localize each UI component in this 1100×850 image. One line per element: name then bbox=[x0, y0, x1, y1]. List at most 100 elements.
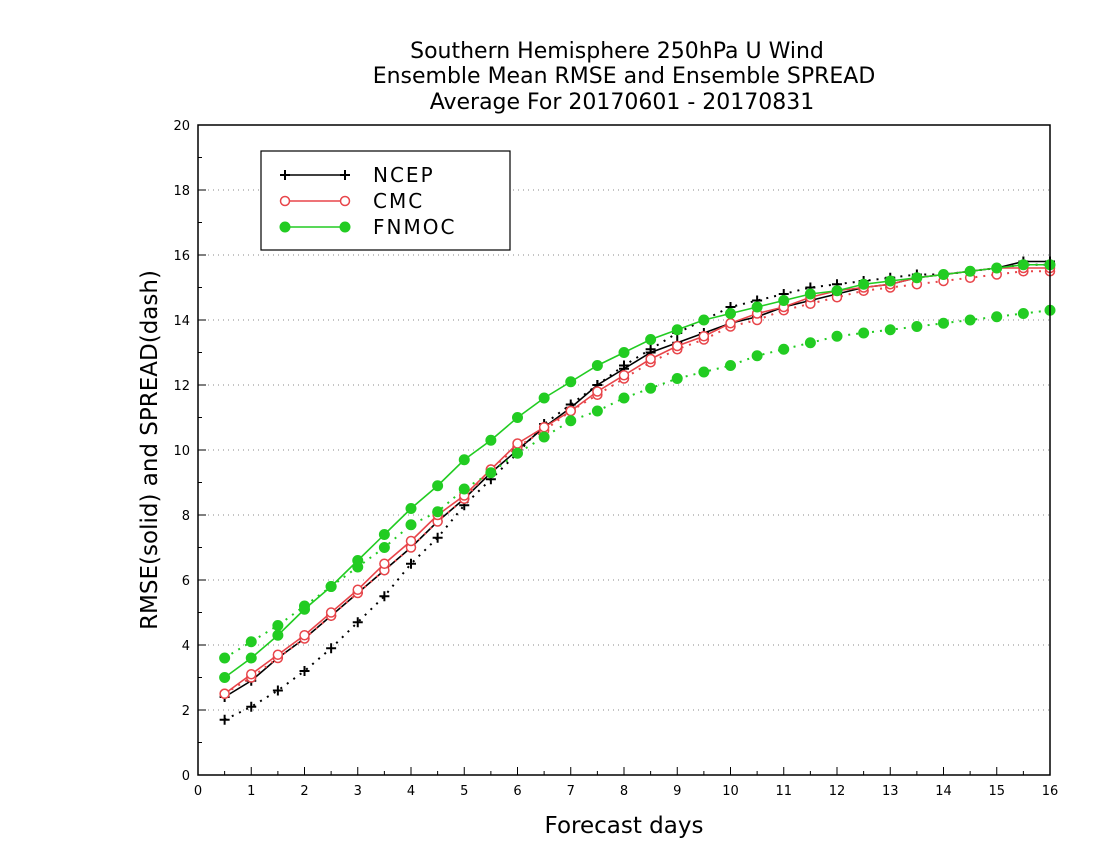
point-fnmoc-spread-19 bbox=[725, 360, 736, 371]
legend-marker-end bbox=[339, 195, 351, 207]
x-tick-label-14: 14 bbox=[935, 784, 952, 799]
x-tick-label-15: 15 bbox=[988, 784, 1005, 799]
x-tick-label-10: 10 bbox=[722, 784, 739, 799]
series-layer bbox=[219, 256, 1056, 725]
point-fnmoc-spread-8 bbox=[432, 506, 444, 518]
legend-item-ncep: NCEP bbox=[280, 163, 435, 187]
point-ncep-spread-2 bbox=[272, 685, 283, 696]
point-cmc-rmse-18 bbox=[698, 331, 710, 342]
point-fnmoc-rmse-28 bbox=[964, 265, 976, 277]
point-fnmoc-spread-29 bbox=[991, 311, 1003, 323]
point-ncep-spread-1 bbox=[246, 701, 257, 712]
point-fnmoc-spread-0 bbox=[219, 652, 231, 664]
point-fnmoc-spread-16 bbox=[645, 382, 657, 394]
point-fnmoc-rmse-20 bbox=[751, 301, 763, 313]
point-fnmoc-spread-17 bbox=[671, 373, 683, 384]
y-tick-label-0: 0 bbox=[182, 769, 190, 784]
point-cmc-rmse-13 bbox=[565, 405, 576, 417]
legend-label: FNMOC bbox=[373, 215, 456, 239]
point-fnmoc-spread-12 bbox=[538, 431, 550, 443]
point-fnmoc-rmse-13 bbox=[565, 376, 577, 388]
chart-title-line-2: Ensemble Mean RMSE and Ensemble SPREAD bbox=[373, 64, 876, 89]
point-fnmoc-spread-2 bbox=[272, 620, 284, 631]
point-fnmoc-rmse-10 bbox=[485, 434, 497, 446]
point-fnmoc-rmse-14 bbox=[591, 360, 603, 371]
point-cmc-rmse-19 bbox=[725, 318, 736, 329]
x-tick-label-0: 0 bbox=[194, 784, 202, 799]
y-tick-label-3: 6 bbox=[182, 574, 190, 589]
point-fnmoc-rmse-12 bbox=[538, 392, 550, 404]
point-fnmoc-rmse-0 bbox=[219, 672, 231, 683]
series-cmc bbox=[219, 262, 1056, 699]
point-fnmoc-rmse-23 bbox=[831, 285, 843, 297]
y-tick-label-6: 12 bbox=[173, 379, 190, 394]
point-fnmoc-rmse-3 bbox=[299, 603, 310, 615]
x-tick-label-16: 16 bbox=[1042, 784, 1059, 799]
legend-label: CMC bbox=[373, 189, 424, 213]
point-fnmoc-rmse-19 bbox=[725, 308, 736, 319]
point-ncep-spread-8 bbox=[432, 532, 443, 543]
series-fnmoc bbox=[219, 259, 1056, 683]
point-fnmoc-rmse-1 bbox=[245, 652, 257, 664]
point-fnmoc-rmse-27 bbox=[938, 269, 949, 280]
point-fnmoc-rmse-21 bbox=[778, 295, 790, 306]
x-tick-label-6: 6 bbox=[513, 784, 521, 799]
x-tick-label-12: 12 bbox=[829, 784, 846, 799]
legend-box bbox=[260, 150, 511, 251]
point-fnmoc-rmse-9 bbox=[458, 454, 470, 466]
point-fnmoc-spread-30 bbox=[1017, 308, 1029, 319]
point-cmc-rmse-11 bbox=[512, 438, 523, 449]
series-line-fnmoc-spread bbox=[224, 309, 1051, 659]
y-axis-title: RMSE(solid) and SPREAD(dash) bbox=[137, 270, 163, 630]
legend-marker-start bbox=[280, 170, 290, 180]
point-fnmoc-spread-10 bbox=[485, 467, 497, 479]
point-fnmoc-spread-25 bbox=[884, 324, 896, 336]
point-fnmoc-spread-14 bbox=[591, 405, 603, 417]
y-tick-label-10: 20 bbox=[173, 119, 190, 134]
point-fnmoc-rmse-5 bbox=[352, 555, 364, 566]
point-fnmoc-spread-21 bbox=[778, 343, 790, 355]
point-fnmoc-spread-13 bbox=[565, 415, 577, 427]
point-cmc-rmse-2 bbox=[272, 649, 284, 660]
legend-label: NCEP bbox=[373, 163, 435, 187]
point-fnmoc-rmse-30 bbox=[1017, 259, 1029, 271]
y-tick-label-7: 14 bbox=[173, 314, 190, 329]
point-fnmoc-rmse-15 bbox=[618, 347, 630, 358]
point-ncep-spread-5 bbox=[352, 617, 363, 628]
point-fnmoc-spread-11 bbox=[512, 447, 523, 459]
x-axis-title: Forecast days bbox=[545, 813, 704, 839]
y-axis: 0 2 4 6 8 10 12 14 16 18 20 bbox=[173, 119, 206, 784]
point-fnmoc-rmse-22 bbox=[804, 288, 816, 300]
point-ncep-spread-3 bbox=[299, 666, 310, 676]
point-cmc-rmse-7 bbox=[405, 535, 417, 547]
y-tick-label-4: 8 bbox=[182, 509, 190, 524]
point-fnmoc-spread-20 bbox=[751, 350, 763, 362]
point-cmc-rmse-6 bbox=[379, 558, 390, 569]
legend-item-fnmoc: FNMOC bbox=[279, 215, 456, 239]
chart-title-line-3: Average For 20170601 - 20170831 bbox=[430, 90, 815, 115]
point-cmc-rmse-14 bbox=[592, 386, 603, 397]
y-tick-label-8: 16 bbox=[173, 249, 190, 264]
point-fnmoc-rmse-6 bbox=[378, 529, 390, 540]
x-tick-label-7: 7 bbox=[567, 784, 575, 799]
point-fnmoc-spread-28 bbox=[964, 314, 976, 326]
point-fnmoc-spread-24 bbox=[858, 327, 870, 339]
point-fnmoc-rmse-17 bbox=[671, 324, 683, 336]
x-tick-label-11: 11 bbox=[775, 784, 792, 799]
point-cmc-rmse-4 bbox=[325, 607, 337, 618]
point-fnmoc-spread-23 bbox=[831, 330, 843, 342]
point-fnmoc-rmse-8 bbox=[432, 480, 444, 492]
series-line-cmc-rmse bbox=[224, 267, 1050, 695]
point-cmc-rmse-1 bbox=[246, 669, 257, 680]
point-ncep-spread-6 bbox=[379, 591, 390, 602]
gridlines bbox=[198, 189, 1050, 711]
point-cmc-rmse-0 bbox=[219, 688, 230, 699]
y-tick-label-9: 18 bbox=[173, 184, 190, 199]
point-ncep-spread-7 bbox=[406, 558, 416, 569]
point-fnmoc-spread-15 bbox=[618, 392, 630, 404]
point-fnmoc-spread-22 bbox=[804, 337, 816, 349]
point-cmc-rmse-16 bbox=[645, 353, 656, 365]
point-cmc-rmse-12 bbox=[538, 422, 550, 433]
